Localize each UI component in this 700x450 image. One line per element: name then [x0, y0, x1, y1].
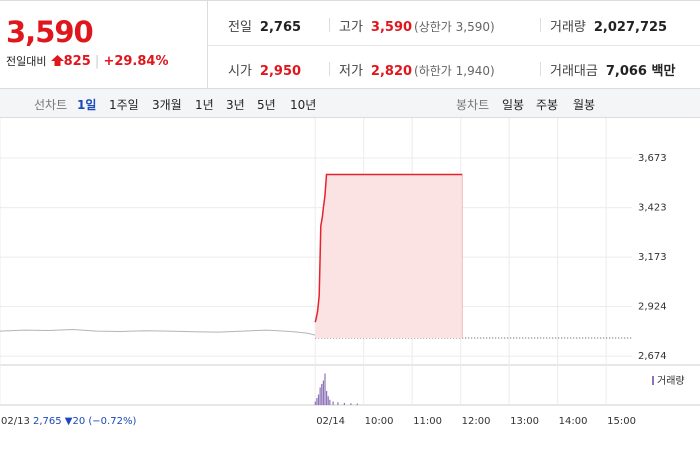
stat-value: 3,590	[370, 20, 413, 35]
volume-bar	[356, 403, 358, 405]
stat-label: 고가	[339, 20, 363, 35]
separator	[540, 62, 541, 76]
x-tick-label: 12:00	[462, 416, 491, 427]
period-tab[interactable]: 10년	[290, 98, 317, 112]
volume-bar	[350, 403, 352, 405]
x-tick-label: 02/14	[316, 416, 345, 427]
line	[0, 328, 316, 336]
stat: 거래량 2,027,725	[550, 16, 667, 35]
stat: 시가 2,950	[228, 60, 301, 79]
separator	[329, 18, 330, 32]
volume-bar	[326, 391, 328, 405]
stat: 전일 2,765	[228, 16, 301, 35]
y-tick-label: 3,173	[638, 252, 667, 263]
change-value: 825	[63, 54, 91, 69]
stat-note: (하한가 1,940)	[414, 64, 495, 78]
period-tab[interactable]: 5년	[257, 98, 276, 112]
change-label: 전일대비	[6, 55, 47, 68]
y-tick-label: 2,674	[638, 351, 667, 362]
stat-value: 7,066 백만	[605, 64, 676, 79]
tab-group-label: 봉차트	[456, 98, 490, 112]
x-tick-label: 15:00	[607, 416, 636, 427]
stat-label: 전일	[228, 20, 252, 35]
tab-bar: 선차트 1일 1주일 3개월 1년 3년 5년 10년 봉차트 일봉 주봉 월봉	[0, 88, 700, 118]
stat-value: 2,027,725	[593, 20, 668, 35]
divider	[208, 45, 700, 46]
tab-group-label: 선차트	[34, 98, 68, 112]
stat: 거래대금 7,066 백만	[550, 60, 675, 79]
x-tick-label: 13:00	[510, 416, 539, 427]
quote-header: 3,590 전일대비 825 | +29.84% 전일 2,765 고가 3,590(…	[0, 0, 700, 88]
stat-label: 거래대금	[550, 64, 598, 79]
stat-label: 거래량	[550, 20, 586, 35]
separator	[329, 62, 330, 76]
annotation: 2,765 ▼20 (−0.72%)	[33, 416, 136, 427]
volume-bar	[322, 380, 324, 405]
price: 3,590	[6, 15, 94, 49]
chart: 2,674 2,924 3,173 3,423 3,673 02/13 02/14 10:00…	[0, 118, 700, 427]
stat-label: 저가	[339, 64, 363, 79]
x-tick-label: 10:00	[365, 416, 394, 427]
candle-tab[interactable]: 주봉	[536, 98, 559, 112]
stat-value: 2,820	[370, 64, 413, 79]
volume-bar	[332, 401, 334, 405]
change-pct: +29.84%	[103, 54, 169, 69]
period-tab[interactable]: 3년	[226, 98, 245, 112]
change: 전일대비 825 | +29.84%	[6, 54, 169, 69]
area	[315, 174, 463, 339]
volume-bar	[319, 387, 321, 405]
stat-value: 2,765	[259, 20, 302, 35]
volume-bar	[317, 394, 320, 405]
volume-bar	[314, 401, 316, 405]
volume-bar	[329, 399, 331, 405]
price-box: 3,590 전일대비 825 | +29.84%	[0, 1, 208, 88]
x-tick-label: 02/13	[1, 416, 30, 427]
y-tick-label: 3,673	[638, 153, 667, 164]
period-tab[interactable]: 1일	[77, 98, 97, 112]
period-tab[interactable]: 3개월	[152, 98, 182, 112]
separator	[540, 18, 541, 32]
x-tick-label: 14:00	[559, 416, 588, 427]
volume-bar	[321, 384, 323, 405]
y-tick-label: 2,924	[638, 302, 667, 313]
volume-bar	[343, 402, 345, 405]
up-icon	[50, 55, 64, 66]
volume-bar	[324, 373, 326, 405]
legend-swatch	[652, 376, 654, 385]
legend-label: 거래량	[657, 375, 685, 387]
stat: 저가 2,820 (하한가 1,940)	[339, 60, 495, 79]
candle-tab[interactable]: 일봉	[502, 98, 525, 112]
period-tab[interactable]: 1주일	[109, 98, 139, 112]
stat: 고가 3,590 (상한가 3,590)	[339, 16, 495, 35]
stat-note: (상한가 3,590)	[414, 20, 495, 34]
candle-tab[interactable]: 월봉	[573, 98, 596, 112]
volume-bar	[327, 396, 329, 405]
stat-label: 시가	[228, 64, 252, 79]
volume-bar	[337, 402, 339, 405]
y-tick-label: 3,423	[638, 203, 667, 214]
line	[314, 173, 463, 323]
volume-bar	[316, 398, 318, 405]
period-tab[interactable]: 1년	[195, 98, 214, 112]
x-tick-label: 11:00	[413, 416, 442, 427]
stat-value: 2,950	[259, 64, 302, 79]
